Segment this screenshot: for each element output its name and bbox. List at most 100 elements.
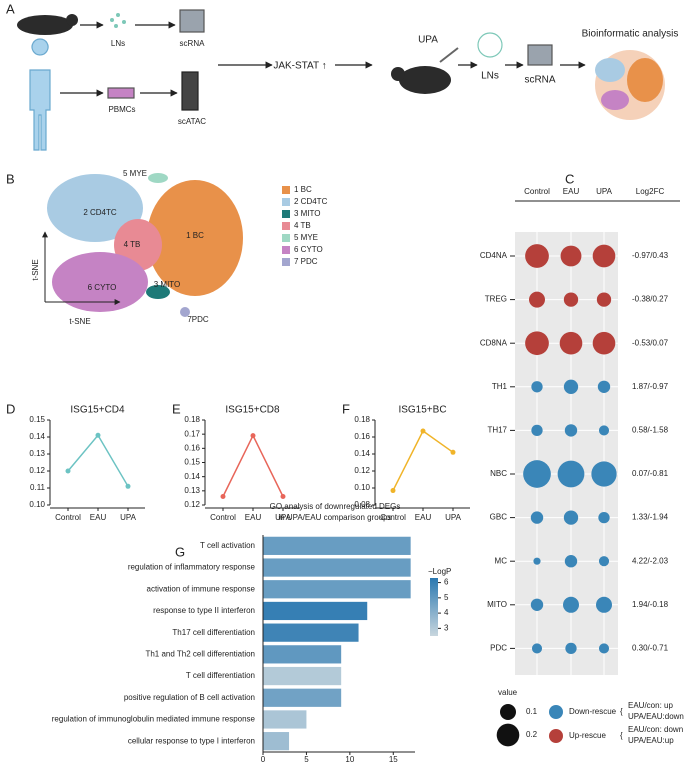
bar (263, 645, 342, 664)
rat-icon (66, 14, 78, 26)
y-tick-label: 0.14 (184, 472, 200, 481)
x-tick-label: EAU (90, 513, 107, 522)
column-label: EAU (563, 187, 580, 196)
y-tick-label: 0.13 (184, 486, 200, 495)
cluster (52, 252, 148, 312)
machine-icon (527, 44, 553, 66)
brace: { (620, 731, 623, 740)
y-tick-label: T cell activation (200, 541, 255, 550)
dot (597, 380, 611, 393)
dot (523, 460, 551, 488)
bar (263, 601, 368, 621)
y-tick-label: 0.08 (354, 500, 370, 509)
log2fc-label: -0.53/0.07 (632, 338, 669, 347)
color-legend-note: EAU/con: up (628, 701, 673, 710)
line (392, 429, 454, 491)
size-legend-label: 0.2 (526, 730, 538, 739)
dot (562, 596, 580, 613)
row-label: TH17 (487, 426, 507, 435)
dot (557, 460, 585, 488)
y-tick-label: 0.16 (354, 432, 370, 441)
y-tick-label: 0.10 (29, 500, 45, 509)
row-label: TH1 (492, 382, 508, 391)
x-tick-label: 5 (304, 755, 309, 764)
log2fc-label: 4.22/-2.03 (632, 556, 669, 565)
colorbar (430, 578, 438, 636)
cluster (47, 174, 143, 242)
bar (263, 666, 342, 686)
legend-label: 4 TB (294, 221, 311, 230)
dot (530, 511, 544, 524)
x-tick-label: 0 (261, 755, 266, 764)
legend-label: 7 PDC (294, 257, 318, 266)
dot (531, 643, 543, 654)
dot (533, 557, 541, 565)
x-tick-label: UPA (275, 513, 292, 522)
log2fc-label: 0.07/-0.81 (632, 469, 669, 478)
panel-label: F (342, 401, 350, 416)
legend-label: 1 BC (294, 185, 312, 194)
y-tick-label: cellular response to type I interferon (128, 736, 255, 745)
cluster-label: 1 BC (186, 231, 204, 240)
ln-icon (477, 32, 503, 58)
dot (525, 244, 549, 268)
chart-title: ISG15+CD4 (70, 405, 125, 416)
y-tick-label: regulation of inflammatory response (128, 563, 256, 572)
dot (563, 379, 579, 394)
bar (263, 558, 411, 577)
point (390, 488, 396, 494)
colorbar-tick-label: 6 (444, 578, 449, 587)
legend-swatch (282, 234, 290, 242)
line (67, 434, 129, 487)
umap-icon (595, 58, 625, 82)
color-legend-note: EAU/con: down (628, 725, 683, 734)
axis-label: t-SNE (69, 317, 90, 326)
chart-title: ISG15+CD8 (225, 405, 280, 416)
legend-swatch (282, 198, 290, 206)
point (125, 483, 131, 489)
panel-label: D (6, 401, 15, 416)
log2fc-label: 0.30/-0.71 (632, 644, 669, 653)
y-tick-label: 0.11 (30, 483, 46, 492)
dot (560, 245, 582, 267)
dot (563, 292, 579, 307)
color-legend-dot (549, 729, 563, 743)
cluster (148, 173, 168, 183)
cluster-label: 7PDC (187, 315, 209, 324)
y-tick-label: regulation of immunoglobulin mediated im… (52, 715, 256, 724)
color-legend-note: UPA/EAU:up (628, 736, 674, 745)
column-label: Log2FC (636, 187, 665, 196)
human-icon (29, 38, 51, 151)
schematic-label: scRNA (180, 39, 206, 48)
dot (564, 555, 578, 568)
column-label: Control (524, 187, 550, 196)
x-tick-label: UPA (445, 513, 462, 522)
legend-label: 2 CD4TC (294, 197, 328, 206)
row-label: GBC (490, 513, 508, 522)
row-label: MITO (487, 600, 507, 609)
log2fc-label: -0.97/0.43 (632, 251, 669, 260)
color-legend-label: Up-rescue (569, 731, 606, 740)
dot (565, 642, 577, 655)
y-tick-label: 0.12 (29, 466, 45, 475)
bar (263, 710, 307, 729)
legend-label: 6 CYTO (294, 245, 323, 254)
colorbar-tick-label: 4 (444, 608, 449, 617)
x-tick-label: Control (380, 513, 406, 522)
dot (595, 596, 613, 613)
cluster-label: 5 MYE (123, 169, 147, 178)
dot (598, 643, 610, 654)
y-tick-label: 0.16 (184, 443, 200, 452)
dot (596, 292, 612, 307)
ln-icon (110, 13, 126, 28)
cluster (147, 180, 243, 296)
dot (591, 461, 617, 487)
schematic (17, 9, 665, 151)
point (420, 428, 426, 434)
x-tick-label: 15 (389, 755, 398, 764)
schematic-label: UPA (418, 35, 438, 46)
size-legend-label: 0.1 (526, 707, 538, 716)
color-legend-dot (549, 705, 563, 719)
tsne-plot: t-SNE t-SNE (31, 173, 243, 326)
x-tick-label: UPA (120, 513, 137, 522)
